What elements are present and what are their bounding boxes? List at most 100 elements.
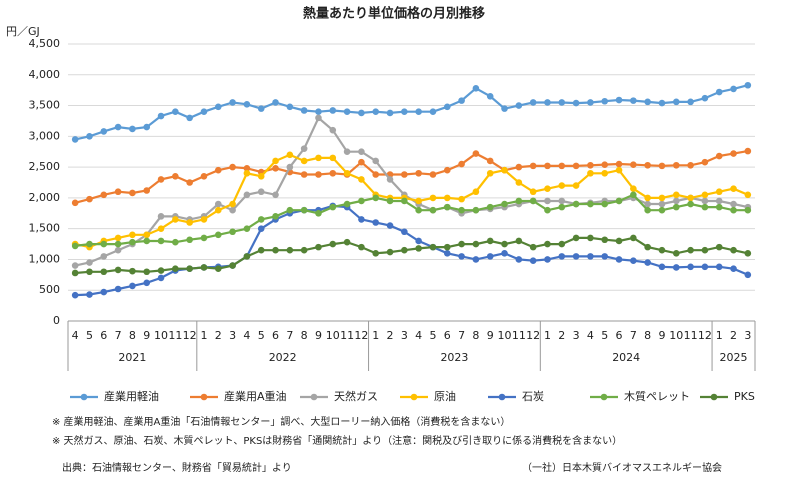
data-point xyxy=(415,169,422,177)
data-point xyxy=(71,269,79,277)
x-tick-label: 9 xyxy=(487,329,494,342)
data-point xyxy=(429,108,437,116)
data-point xyxy=(200,216,208,223)
data-point xyxy=(286,206,294,214)
data-point xyxy=(687,194,694,202)
data-point xyxy=(315,243,322,251)
legend-marker xyxy=(710,393,718,401)
data-point xyxy=(544,185,551,192)
x-tick-label: 2 xyxy=(387,329,394,342)
data-point xyxy=(358,216,365,223)
data-point xyxy=(214,166,222,174)
data-point xyxy=(615,237,623,245)
y-tick-label: 2,000 xyxy=(29,191,61,204)
data-point xyxy=(229,206,236,214)
data-point xyxy=(644,206,651,214)
data-point xyxy=(644,194,651,202)
data-point xyxy=(315,108,322,116)
data-point xyxy=(501,200,508,208)
x-tick-label: 3 xyxy=(401,329,408,342)
x-tick-label: 4 xyxy=(243,329,250,342)
data-point xyxy=(243,169,251,177)
data-point xyxy=(129,189,136,197)
x-tick-label: 5 xyxy=(86,329,93,342)
data-point xyxy=(472,188,480,196)
data-point xyxy=(415,245,422,252)
data-point xyxy=(601,253,609,260)
data-point xyxy=(257,105,265,112)
data-point xyxy=(730,185,737,192)
data-point xyxy=(744,191,752,199)
x-tick-label: 2 xyxy=(558,329,565,342)
data-point xyxy=(257,216,265,223)
data-point xyxy=(744,206,752,214)
data-point xyxy=(630,161,637,168)
legend-marker xyxy=(200,393,208,401)
data-point xyxy=(300,171,308,178)
data-point xyxy=(172,173,179,180)
data-point xyxy=(630,257,637,264)
data-point xyxy=(644,243,651,251)
data-point xyxy=(558,182,566,189)
data-point xyxy=(114,188,122,196)
x-tick-label: 6 xyxy=(100,329,107,342)
x-tick-label: 11 xyxy=(684,329,698,342)
data-point xyxy=(572,234,580,242)
data-point xyxy=(658,206,666,214)
year-label: 2024 xyxy=(612,351,640,364)
data-point xyxy=(114,266,122,274)
data-point xyxy=(486,253,494,260)
data-point xyxy=(143,279,151,287)
data-point xyxy=(172,265,179,272)
source: 出典：石油情報センター、財務省「貿易統計」より xyxy=(62,461,292,474)
x-tick-label: 1 xyxy=(716,329,723,342)
data-point xyxy=(715,188,723,196)
data-point xyxy=(558,240,566,248)
data-point xyxy=(529,197,537,205)
y-tick-label: 0 xyxy=(53,314,60,327)
data-point xyxy=(658,162,666,170)
x-tick-label: 5 xyxy=(429,329,436,342)
data-point xyxy=(143,187,151,194)
data-point xyxy=(157,237,165,245)
data-point xyxy=(701,94,709,102)
data-point xyxy=(615,96,623,104)
data-point xyxy=(257,225,265,232)
data-point xyxy=(343,148,351,156)
data-point xyxy=(143,123,151,131)
data-point xyxy=(486,237,494,245)
data-point xyxy=(186,114,193,122)
data-point xyxy=(443,249,451,257)
y-tick-label: 3,500 xyxy=(29,99,61,112)
data-point xyxy=(672,98,680,106)
data-point xyxy=(86,133,93,140)
data-point xyxy=(558,197,566,205)
data-point xyxy=(587,253,594,260)
x-tick-label: 9 xyxy=(143,329,150,342)
data-point xyxy=(257,246,265,254)
data-point xyxy=(343,238,351,246)
data-point xyxy=(172,238,179,246)
data-point xyxy=(229,163,236,171)
x-tick-label: 1 xyxy=(372,329,379,342)
data-point xyxy=(272,157,279,165)
y-tick-label: 500 xyxy=(39,283,60,296)
data-point xyxy=(429,243,437,251)
data-point xyxy=(100,128,108,135)
data-point xyxy=(544,206,551,214)
data-point xyxy=(687,246,694,254)
data-point xyxy=(186,236,193,244)
data-point xyxy=(372,194,380,202)
data-point xyxy=(415,237,422,245)
data-point xyxy=(701,246,709,254)
data-point xyxy=(86,240,93,248)
data-point xyxy=(157,267,165,274)
data-point xyxy=(472,150,480,157)
data-point xyxy=(100,240,108,248)
data-point xyxy=(243,165,251,172)
data-point xyxy=(515,256,523,263)
data-point xyxy=(572,253,580,260)
data-point xyxy=(544,197,551,205)
data-point xyxy=(315,154,322,162)
data-point xyxy=(472,256,480,263)
